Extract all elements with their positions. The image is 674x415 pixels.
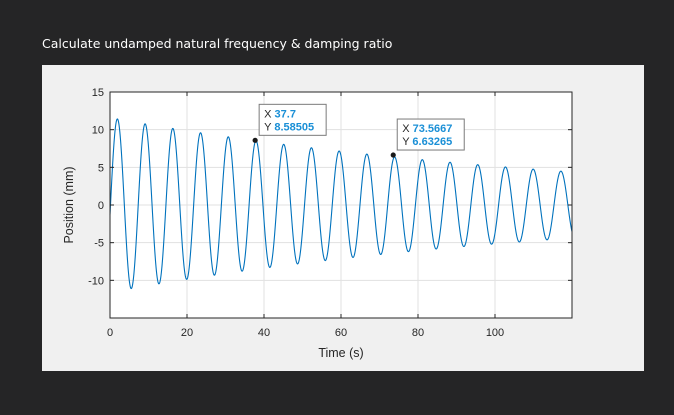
x-tick-label: 40 xyxy=(258,327,270,339)
y-axis-label: Position (mm) xyxy=(62,166,76,243)
series-line-0 xyxy=(109,118,573,290)
datatip-y-readout: Y 8.58505 xyxy=(264,121,314,133)
x-tick-label: 80 xyxy=(412,327,424,339)
y-tick-label: 15 xyxy=(92,87,104,99)
y-tick-label: 10 xyxy=(92,125,104,137)
x-axis-label: Time (s) xyxy=(318,346,363,360)
y-tick-label: -10 xyxy=(88,275,104,287)
y-tick-label: -5 xyxy=(94,238,104,250)
datatip-box[interactable] xyxy=(396,118,465,151)
datatip-marker[interactable] xyxy=(252,137,258,143)
x-tick-label: 0 xyxy=(107,327,113,339)
page-heading: Calculate undamped natural frequency & d… xyxy=(42,36,393,51)
datatip-marker[interactable] xyxy=(390,152,396,158)
x-tick-label: 60 xyxy=(335,327,347,339)
datatip-y-readout: Y 6.63265 xyxy=(402,136,452,148)
datatip-x-readout: X 73.5667 xyxy=(402,123,452,135)
datatip-box[interactable] xyxy=(258,103,327,136)
y-tick-label: 5 xyxy=(98,162,104,174)
chart: 0 20 40 60 80 100 15 10 5 0 -5 -10 Time (s) Position … xyxy=(62,87,573,360)
y-tick-label: 0 xyxy=(98,200,104,212)
x-tick-label: 20 xyxy=(181,327,193,339)
x-tick-label: 100 xyxy=(486,327,504,339)
datatip-x-readout: X 37.7 xyxy=(264,108,296,120)
figure-panel: 0 20 40 60 80 100 15 10 5 0 -5 -10 Time (s) Position … xyxy=(42,65,644,371)
